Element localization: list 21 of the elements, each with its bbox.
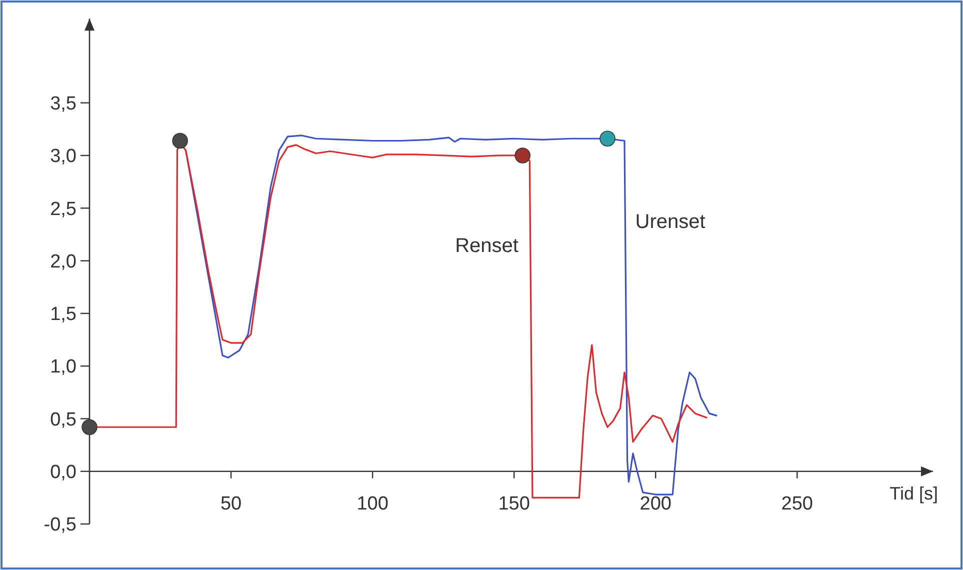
x-tick-label: 100 <box>356 493 388 514</box>
point <box>82 419 98 436</box>
point <box>172 132 188 149</box>
y-tick-label: 0,5 <box>50 409 76 430</box>
x-tick-label: 250 <box>781 493 813 514</box>
x-tick-label: 150 <box>498 493 530 514</box>
y-tick-label: -0,5 <box>44 514 76 536</box>
y-tick-label: 2,0 <box>50 251 76 272</box>
y-tick-label: 3,5 <box>50 93 76 114</box>
series-label: Urenset <box>635 210 706 233</box>
y-tick-label: 0,0 <box>50 462 76 484</box>
series-label: Renset <box>455 234 519 257</box>
x-tick-label: 50 <box>220 493 242 514</box>
x-tick-label: 200 <box>640 493 672 514</box>
point <box>600 130 616 147</box>
point <box>514 148 530 164</box>
y-tick-label: 1,5 <box>50 304 76 326</box>
y-tick-label: 2,5 <box>50 198 76 220</box>
y-tick-label: 3,0 <box>50 146 76 168</box>
y-tick-label: 1,0 <box>50 356 76 378</box>
x-axis-title: Tid [s] <box>890 483 938 504</box>
